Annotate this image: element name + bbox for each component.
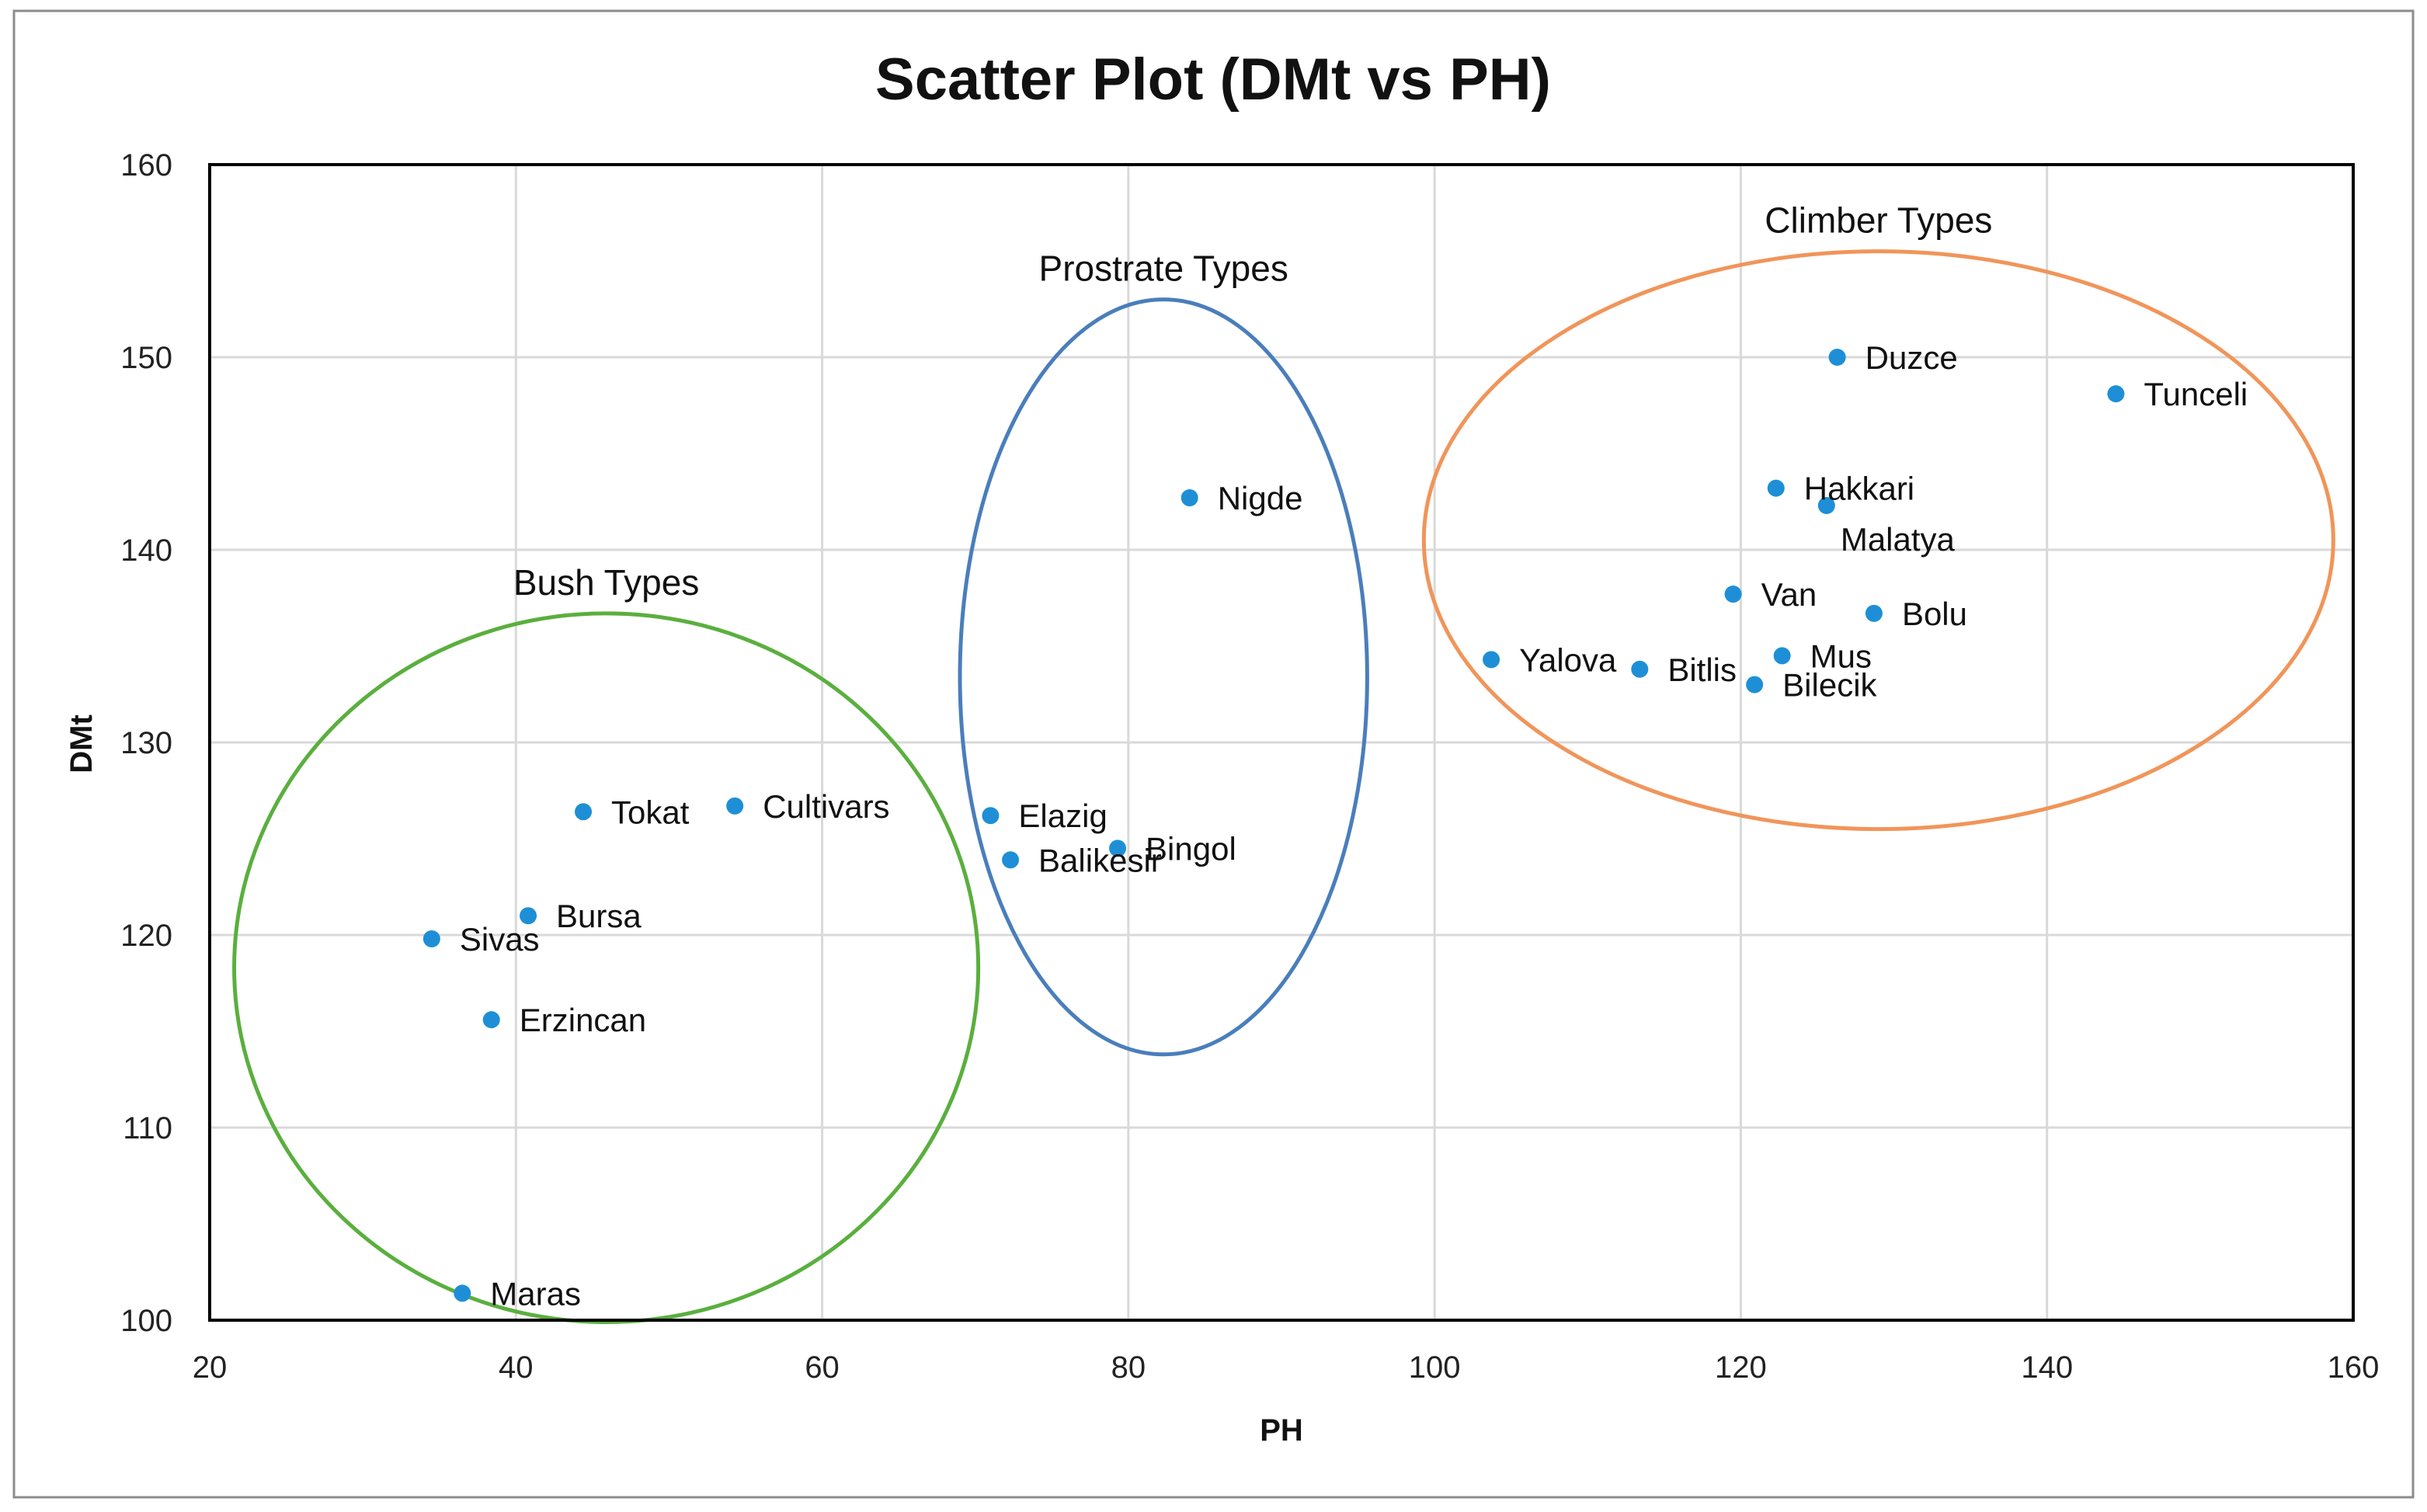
point-label: Maras xyxy=(490,1275,581,1312)
data-point xyxy=(482,1011,500,1029)
x-tick-label: 80 xyxy=(1111,1350,1146,1385)
y-tick-label: 120 xyxy=(120,919,172,953)
y-tick-label: 160 xyxy=(120,148,172,182)
point-label: Cultivars xyxy=(763,788,889,825)
point-label: Tunceli xyxy=(2144,376,2248,412)
data-point xyxy=(1828,349,1846,366)
group-ellipse xyxy=(958,297,1369,1057)
point-label: Yalova xyxy=(1519,641,1617,678)
group-ellipse xyxy=(1421,249,2335,832)
x-tick-label: 140 xyxy=(2021,1350,2073,1385)
data-point xyxy=(1109,839,1127,857)
data-point xyxy=(982,807,1000,825)
x-axis-title: PH xyxy=(1260,1413,1303,1448)
point-label: Bingol xyxy=(1146,830,1236,867)
x-tick-label: 160 xyxy=(2328,1350,2380,1385)
point-label: Duzce xyxy=(1865,339,1958,376)
point-label: Van xyxy=(1761,576,1817,613)
data-point xyxy=(2107,385,2125,403)
chart-title: Scatter Plot (DMt vs PH) xyxy=(875,47,1551,113)
point-label: Sivas xyxy=(460,921,540,958)
axis-ticks: 20 40 60 80 100 120 140 160 100 110 120 130 140 150 16… xyxy=(120,148,2379,1385)
x-tick-label: 40 xyxy=(499,1350,534,1385)
group-label: Bush Types xyxy=(513,562,700,603)
data-point xyxy=(575,803,593,821)
group-ellipses: Bush Types Prostrate Types Climber Types xyxy=(232,200,2335,1324)
data-point xyxy=(1180,489,1198,507)
y-tick-label: 100 xyxy=(120,1304,172,1338)
y-tick-label: 140 xyxy=(120,534,172,568)
data-point xyxy=(1817,496,1835,514)
y-tick-label: 110 xyxy=(123,1111,172,1145)
point-label: Nigde xyxy=(1218,480,1303,516)
group-label: Climber Types xyxy=(1765,200,1992,241)
data-points xyxy=(422,349,2125,1302)
data-point xyxy=(1773,647,1791,665)
x-tick-label: 20 xyxy=(193,1350,228,1385)
plot-area-border xyxy=(208,163,2355,1322)
group-label: Prostrate Types xyxy=(1039,249,1288,289)
data-point xyxy=(1631,660,1649,678)
point-label: Elazig xyxy=(1018,798,1107,834)
data-point xyxy=(1483,651,1500,669)
data-point xyxy=(422,930,440,947)
data-point xyxy=(726,797,744,815)
point-label: Malatya xyxy=(1841,521,1956,558)
data-point xyxy=(1746,676,1764,693)
x-tick-label: 120 xyxy=(1715,1350,1767,1385)
group-ellipse xyxy=(232,611,981,1324)
data-point xyxy=(1002,851,1020,869)
point-label: Bitlis xyxy=(1667,652,1737,688)
point-label: Balikesir xyxy=(1038,842,1162,878)
data-point xyxy=(1865,604,1883,622)
point-label: Bursa xyxy=(556,898,642,934)
data-point xyxy=(1767,479,1785,497)
x-tick-label: 60 xyxy=(805,1350,840,1385)
data-point xyxy=(1724,586,1742,603)
point-label: Tokat xyxy=(611,794,690,830)
data-point xyxy=(454,1284,471,1302)
point-label: Bilecik xyxy=(1782,667,1877,704)
y-tick-label: 130 xyxy=(120,726,172,760)
y-tick-label: 150 xyxy=(120,341,172,375)
point-label: Mus xyxy=(1810,638,1872,674)
point-label: Bolu xyxy=(1902,596,1967,632)
y-axis-title: DMt xyxy=(64,714,99,773)
outer-frame xyxy=(12,9,2415,1499)
grid-layer xyxy=(208,163,2355,1322)
x-tick-label: 100 xyxy=(1409,1350,1461,1385)
point-labels: Duzce Tunceli Hakkari Malatya Van Bolu Yalova B… xyxy=(460,339,2248,1312)
data-point xyxy=(520,907,537,925)
point-label: Hakkari xyxy=(1804,471,1914,507)
point-label: Erzincan xyxy=(520,1002,646,1038)
